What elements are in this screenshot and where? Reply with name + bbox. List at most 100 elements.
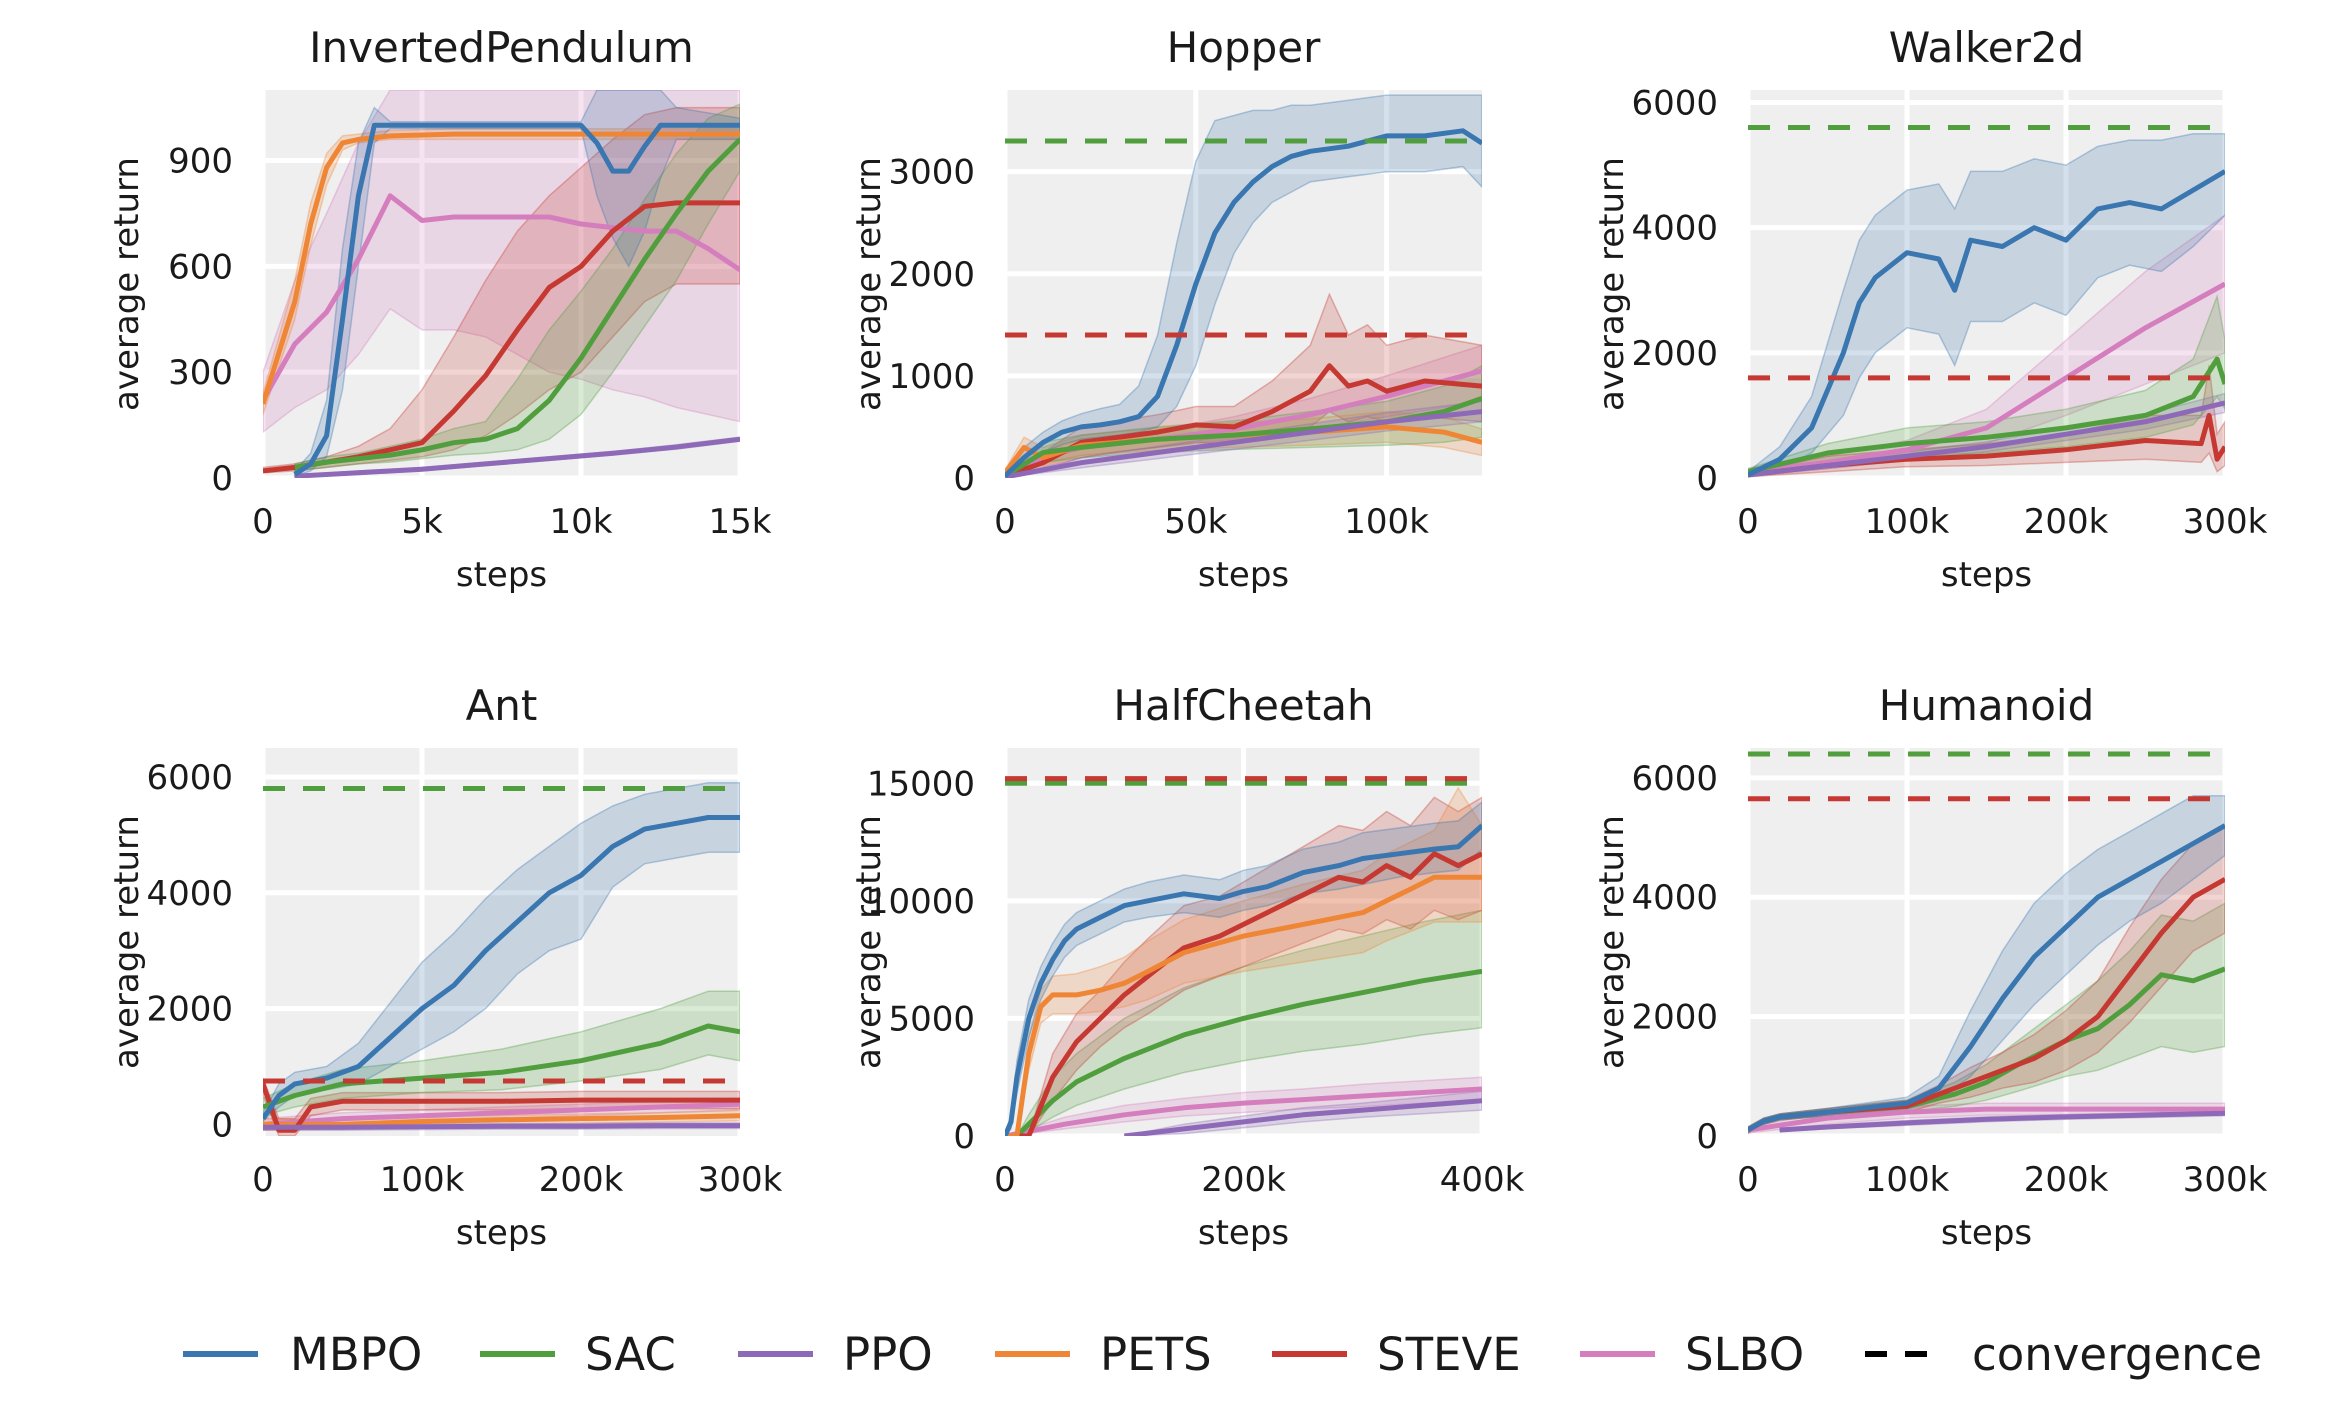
y-tick-label: 5000	[888, 999, 975, 1039]
x-tick-label: 0	[252, 502, 274, 542]
legend-label: MBPO	[290, 1328, 422, 1381]
series-line-sac	[1748, 356, 2225, 475]
plot-background	[1005, 90, 1482, 478]
plot-area	[263, 781, 740, 1136]
band-pets	[263, 128, 740, 415]
band-mbpo	[294, 90, 740, 478]
x-axis-label: steps	[1941, 1213, 2032, 1253]
legend-label: SLBO	[1685, 1328, 1804, 1381]
y-tick-label: 4000	[1631, 209, 1718, 249]
legend-item-slbo: SLBO	[1580, 1328, 1804, 1381]
chart-title: Ant	[466, 681, 538, 730]
x-tick-label: 50k	[1164, 502, 1227, 542]
chart-title: Hopper	[1167, 23, 1321, 72]
plot-area	[1005, 786, 1482, 1136]
legend-label: convergence	[1972, 1328, 2262, 1381]
x-tick-label: 100k	[380, 1160, 465, 1200]
y-tick-label: 300	[168, 353, 233, 393]
plot-area	[263, 90, 740, 478]
x-tick-label: 400k	[1440, 1160, 1525, 1200]
series-line-pets	[263, 131, 740, 405]
y-tick-label: 0	[953, 459, 975, 499]
series-line-mbpo	[293, 122, 740, 477]
y-tick-label: 2000	[1631, 334, 1718, 374]
x-tick-label: 300k	[2183, 502, 2268, 542]
x-tick-label: 0	[994, 1160, 1016, 1200]
plot-area	[1005, 94, 1482, 478]
band-mbpo	[1748, 795, 2225, 1134]
y-tick-label: 2000	[1631, 998, 1718, 1038]
series-line-steve	[263, 1083, 740, 1133]
band-sac	[294, 103, 740, 472]
band-slbo	[263, 90, 740, 434]
x-tick-label: 200k	[1201, 1160, 1286, 1200]
x-tick-label: 100k	[1865, 502, 1950, 542]
panel-humanoid: 0 100k 200k 300k 0 2000 4000 6000 Humanoid steps a…	[1592, 681, 2268, 1253]
x-axis-label: steps	[1198, 1213, 1289, 1253]
x-tick-label: 300k	[2183, 1160, 2268, 1200]
series-line-ppo	[1005, 409, 1482, 478]
legend-label: STEVE	[1377, 1328, 1521, 1381]
series-line-sac	[263, 1023, 740, 1110]
panel-hopper: 0 50k 100k 0 1000 2000 3000 Hopper steps average …	[849, 23, 1482, 595]
y-tick-label: 0	[211, 459, 233, 499]
y-tick-label: 10000	[867, 882, 975, 922]
legend-item-mbpo: MBPO	[183, 1328, 422, 1381]
x-axis-label: steps	[456, 555, 547, 595]
y-axis-label: average return	[849, 157, 889, 411]
x-axis-label: steps	[1941, 555, 2032, 595]
band-slbo	[1005, 1076, 1482, 1136]
legend-item-sac: SAC	[480, 1328, 676, 1381]
y-tick-label: 0	[1696, 459, 1718, 499]
y-tick-label: 600	[168, 247, 233, 287]
y-tick-label: 1000	[888, 357, 975, 397]
band-steve	[263, 106, 740, 474]
y-tick-label: 6000	[1631, 84, 1718, 124]
series-line-mbpo	[1748, 823, 2225, 1133]
series-line-sac	[294, 137, 740, 470]
x-tick-label: 100k	[1344, 502, 1429, 542]
legend-label: SAC	[585, 1328, 676, 1381]
legend-item-steve: STEVE	[1272, 1328, 1521, 1381]
x-tick-label: 5k	[401, 502, 443, 542]
series-line-sac	[1005, 396, 1482, 478]
x-tick-label: 10k	[550, 502, 613, 542]
band-mbpo	[263, 781, 740, 1123]
series-line-mbpo	[1748, 169, 2225, 478]
y-tick-label: 0	[211, 1105, 233, 1145]
plot-area	[1748, 133, 2225, 478]
legend-label: PPO	[843, 1328, 933, 1381]
x-tick-label: 0	[1737, 1160, 1759, 1200]
y-tick-label: 3000	[888, 153, 975, 193]
panel-ant: 0 100k 200k 300k 0 2000 4000 6000 Ant steps averag…	[107, 681, 783, 1253]
legend-item-convergence: convergence	[1865, 1328, 2262, 1381]
plot-area	[1748, 795, 2225, 1134]
series-line-slbo	[1748, 1106, 2225, 1133]
x-axis-label: steps	[1198, 555, 1289, 595]
chart-title: InvertedPendulum	[309, 23, 694, 72]
band-sac	[263, 990, 740, 1117]
y-tick-label: 4000	[146, 874, 233, 914]
y-tick-label: 900	[168, 142, 233, 182]
y-tick-label: 0	[953, 1117, 975, 1157]
series-line-ppo	[1779, 1110, 2225, 1133]
x-tick-label: 0	[252, 1160, 274, 1200]
panel-walker2d: 0 100k 200k 300k 0 2000 4000 6000 Walker2d steps a…	[1592, 23, 2268, 595]
y-axis-label: average return	[1592, 815, 1632, 1069]
x-axis-label: steps	[456, 1213, 547, 1253]
panel-inverted-pendulum: 0 5k 10k 15k 0 300 600 900 InvertedPendulum steps…	[107, 23, 772, 595]
series-line-ppo	[1124, 1098, 1482, 1136]
chart-title: Humanoid	[1879, 681, 2095, 730]
series-line-ppo	[294, 436, 740, 478]
x-tick-label: 15k	[709, 502, 772, 542]
x-tick-label: 0	[994, 502, 1016, 542]
series-line-pets	[263, 1113, 740, 1127]
y-tick-label: 2000	[888, 255, 975, 295]
series-line-slbo	[1005, 1086, 1482, 1136]
y-axis-label: average return	[107, 157, 147, 411]
series-line-slbo	[263, 1101, 740, 1127]
x-tick-label: 0	[1737, 502, 1759, 542]
plot-background	[1748, 748, 2225, 1136]
y-tick-label: 2000	[146, 990, 233, 1030]
